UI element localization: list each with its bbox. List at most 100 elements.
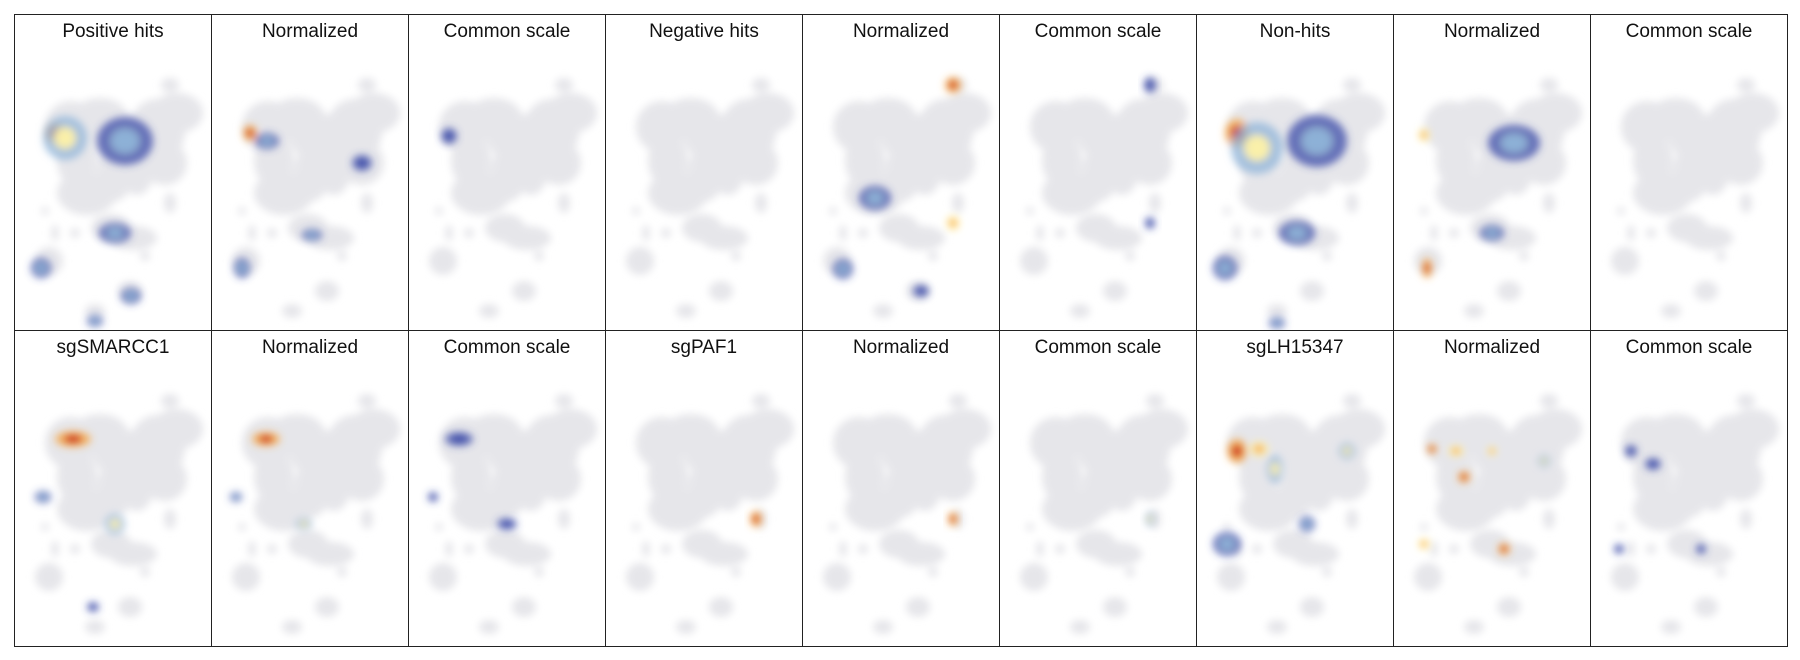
density-core [90,604,96,610]
cell-cloud [1611,394,1779,634]
density-panel: Negative hits [605,14,803,331]
cell-cluster [1661,620,1681,634]
cell-cluster [340,457,384,501]
cell-cluster [1737,394,1755,408]
embedding-plot [1020,394,1188,634]
panel-title: Normalized [261,337,359,358]
cell-cloud [823,394,991,634]
density-core [357,159,367,167]
cell-cluster [1727,93,1779,133]
cell-cluster [503,542,551,566]
density-core [1273,320,1281,326]
cell-cluster [491,461,527,517]
cell-cluster [282,620,302,634]
cell-cluster [435,523,443,531]
density-hotspots [230,432,312,530]
cell-cluster [688,145,724,201]
cell-cluster [358,78,376,92]
cell-cluster [839,541,847,557]
cell-cluster [632,523,640,531]
cell-cluster [897,542,945,566]
embedding-plot [35,394,203,634]
cell-cluster [1128,457,1172,501]
density-hotspots [35,431,125,612]
cell-cluster [709,281,733,301]
cell-cluster [41,207,49,215]
cell-cluster [464,228,474,238]
cell-cluster [642,225,650,241]
panel-title: Normalized [852,21,950,42]
cell-cluster [140,251,150,261]
cell-cluster [282,304,302,318]
cell-cloud [429,78,597,318]
density-panel: Non-hits [1196,14,1394,331]
density-core [452,435,466,443]
density-core [1219,262,1231,274]
cell-cluster [1497,597,1521,617]
cell-cloud [232,78,400,318]
cell-cluster [939,93,991,133]
cell-cluster [1300,597,1324,617]
embedding-plot [1611,394,1779,634]
cell-cluster [661,544,671,554]
panel-title: Common scale [1034,21,1162,42]
cell-cluster [445,541,453,557]
cell-cluster [1694,281,1718,301]
cell-cluster [752,78,770,92]
cell-cluster [676,304,696,318]
cell-cluster [161,78,179,92]
cell-cluster [829,207,837,215]
cell-cluster [700,226,748,250]
cell-cluster [1519,251,1529,261]
cell-cluster [742,409,794,449]
density-core [1486,229,1498,237]
cell-cluster [823,563,851,591]
cell-cluster [358,394,376,408]
cell-cluster [1646,228,1656,238]
cell-cluster [512,281,536,301]
density-panel: Common scale [1590,14,1788,331]
cell-cluster [534,251,544,261]
density-core [300,521,308,527]
cell-cluster [1217,563,1245,591]
cell-cluster [1082,145,1118,201]
cell-cluster [1430,225,1438,241]
embedding-plot [230,394,400,634]
cell-cluster [429,247,457,275]
cell-cluster [267,544,277,554]
cell-cluster [1522,457,1566,501]
density-core [1421,131,1427,139]
density-hotspots [1144,77,1156,229]
panel-title: Non-hits [1259,21,1331,42]
cell-cloud [1020,78,1188,318]
density-core [1461,474,1467,480]
cell-cluster [118,597,142,617]
panel-title: Common scale [1625,337,1753,358]
density-panel: sgPAF1 [605,330,803,647]
cell-cluster [151,93,203,133]
cell-cluster [1420,523,1428,531]
density-core [238,263,246,273]
cell-cluster [85,620,105,634]
cell-cluster [1125,251,1135,261]
density-core [91,318,99,324]
embedding-plot [1213,78,1385,329]
panel-title: Normalized [852,337,950,358]
cell-cluster [731,567,741,577]
cell-cluster [85,304,105,318]
cell-cluster [1252,544,1262,554]
cell-cluster [1333,409,1385,449]
cell-cluster [1343,78,1361,92]
density-core [111,129,139,153]
cell-cluster [709,597,733,617]
cell-cloud [1217,394,1385,634]
density-core [445,132,453,140]
cell-cluster [315,281,339,301]
density-core [838,264,848,274]
cell-cluster [361,509,373,529]
density-core [1147,515,1153,523]
cell-cluster [534,567,544,577]
panel-title: Common scale [1625,21,1753,42]
density-core [1303,520,1311,528]
cell-cluster [1291,542,1339,566]
